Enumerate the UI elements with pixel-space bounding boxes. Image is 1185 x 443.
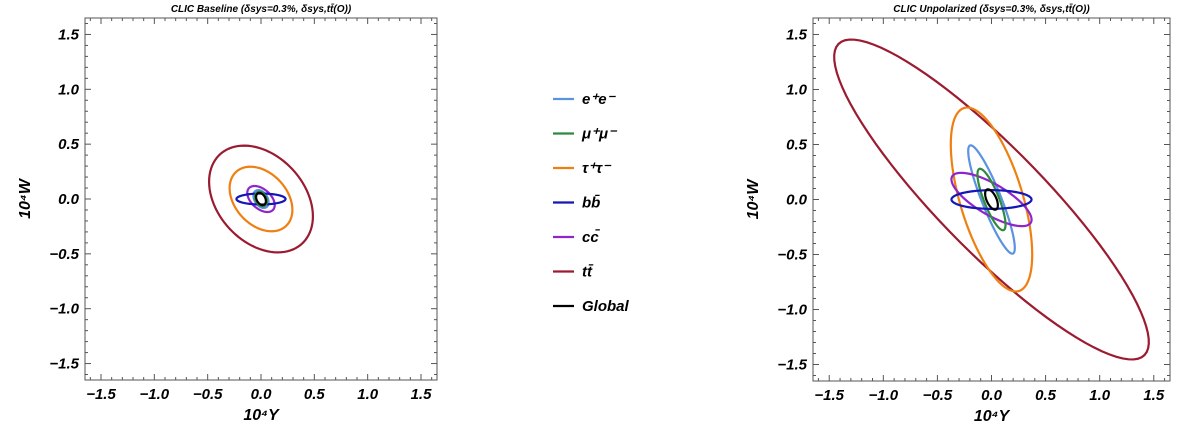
legend-item: Global: [553, 298, 630, 315]
x-tick-label: 0.0: [981, 387, 1003, 404]
contour-global: [984, 188, 999, 211]
x-tick-label: 0.5: [1035, 387, 1057, 404]
legend-item: τ⁺τ⁻: [553, 160, 612, 177]
contour-ee: [252, 188, 270, 210]
legend-label: cc̄: [582, 228, 600, 246]
legend-label: tt̄: [582, 263, 594, 280]
y-tick-label: 1.0: [58, 81, 80, 98]
y-tick-label: −1.0: [49, 301, 79, 318]
y-tick-label: −1.5: [777, 357, 807, 374]
legend-label: bb̄: [582, 194, 600, 212]
legend-label: μ⁺μ⁻: [581, 126, 618, 143]
plot-frame: [84, 17, 438, 381]
y-tick-label: −1.5: [49, 356, 79, 373]
x-tick-label: 1.5: [1143, 387, 1165, 404]
y-tick-label: 1.5: [58, 26, 80, 43]
x-tick-label: −0.5: [193, 386, 223, 403]
legend-item: tt̄: [553, 263, 594, 281]
legend-item: bb̄: [553, 194, 600, 212]
contour-tt: [207, 144, 315, 254]
y-tick-label: −0.5: [49, 246, 79, 263]
y-tick-label: −1.0: [777, 302, 807, 319]
x-tick-label: 0.5: [304, 386, 326, 403]
contour-global: [255, 191, 267, 207]
x-tick-label: 0.0: [251, 386, 273, 403]
y-tick-label: 0.5: [786, 137, 808, 154]
contour-cc: [246, 184, 276, 214]
x-tick-label: −1.0: [869, 387, 899, 404]
y-tick-label: 0.5: [58, 136, 80, 153]
contour-: [976, 167, 1007, 232]
y-tick-label: 0.0: [58, 191, 80, 208]
contour-: [949, 106, 1034, 293]
y-tick-label: 0.0: [786, 192, 808, 209]
plot-2: −1.5 −1.0 −0.5 0.0 0.5 1.0 1.5 −1.5 −1.0 −0.5 0.0 0…: [745, 3, 1171, 425]
contour-bb: [950, 189, 1033, 210]
y-tick-label: 1.0: [786, 82, 808, 99]
x-tick-label: −0.5: [923, 387, 953, 404]
y-axis-label: 10⁴W: [17, 177, 34, 219]
legend: e⁺e⁻ μ⁺μ⁻ τ⁺τ⁻ bb̄ cc̄ tt̄ Global: [553, 91, 630, 315]
x-axis-label: 10⁴Y: [974, 408, 1011, 425]
contour-: [228, 165, 294, 233]
contour-ee: [967, 144, 1016, 255]
x-axis-label: 10⁴Y: [243, 407, 280, 424]
y-tick-label: 1.5: [786, 27, 808, 44]
y-axis-label: 10⁴W: [745, 178, 762, 220]
legend-label: Global: [582, 298, 630, 315]
x-tick-label: 1.0: [357, 386, 379, 403]
x-tick-label: 1.0: [1089, 387, 1111, 404]
legend-label: e⁺e⁻: [582, 91, 617, 108]
chart-title: CLIC Baseline (δsys=0.3%, δsys,tt̄(O)): [171, 3, 352, 15]
legend-item: cc̄: [553, 228, 600, 246]
legend-item: e⁺e⁻: [553, 91, 617, 108]
x-tick-label: 1.5: [411, 386, 433, 403]
contour-bb: [235, 192, 287, 206]
x-tick-label: −1.0: [140, 386, 170, 403]
chart-title: CLIC Unpolarized (δsys=0.3%, δsys,tt̄(O)…: [893, 3, 1090, 15]
plot-1: −1.5 −1.0 −0.5 0.0 0.5 1.0 1.5 −1.5 −1.0 −0.5 0.0 0…: [17, 3, 438, 424]
x-tick-label: −1.5: [86, 386, 116, 403]
y-tick-label: −0.5: [777, 247, 807, 264]
x-tick-label: −1.5: [814, 387, 844, 404]
legend-label: τ⁺τ⁻: [582, 160, 612, 177]
plot-frame: [812, 17, 1171, 382]
legend-item: μ⁺μ⁻: [553, 126, 618, 143]
contour-tt: [833, 38, 1150, 361]
